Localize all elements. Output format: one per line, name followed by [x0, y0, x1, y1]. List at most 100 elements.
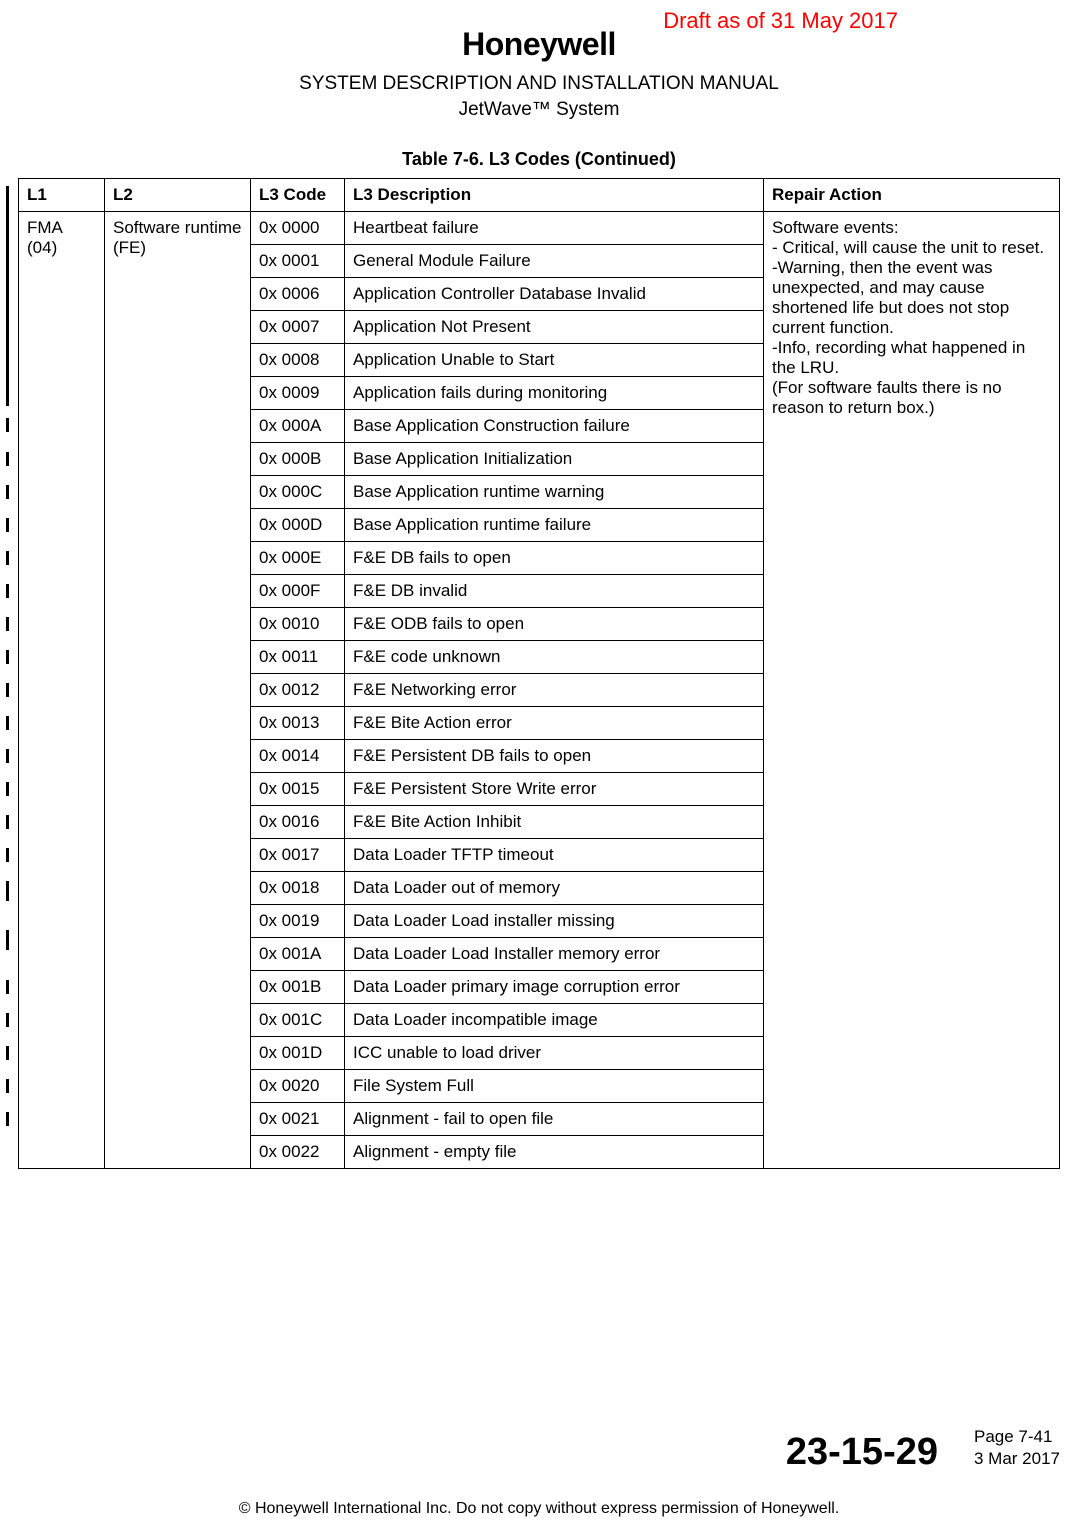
- col-l2: L2: [105, 179, 251, 212]
- cell-repair-action: Software events: - Critical, will cause …: [764, 212, 1060, 1169]
- cell-l3code: 0x 0022: [251, 1136, 345, 1169]
- col-l3code: L3 Code: [251, 179, 345, 212]
- cell-l3code: 0x 0018: [251, 872, 345, 905]
- cell-l3desc: F&E Bite Action Inhibit: [345, 806, 764, 839]
- table-caption: Table 7-6. L3 Codes (Continued): [18, 149, 1060, 170]
- cell-l3code: 0x 0017: [251, 839, 345, 872]
- cell-l3code: 0x 0010: [251, 608, 345, 641]
- cell-l3code: 0x 000E: [251, 542, 345, 575]
- cell-l3code: 0x 0021: [251, 1103, 345, 1136]
- draft-label: Draft as of 31 May 2017: [663, 8, 898, 34]
- col-repair: Repair Action: [764, 179, 1060, 212]
- cell-l3code: 0x 0016: [251, 806, 345, 839]
- revision-bar: [6, 584, 9, 598]
- cell-l3desc: Base Application runtime failure: [345, 509, 764, 542]
- revision-bar: [6, 782, 9, 796]
- page-number: Page 7-41: [974, 1426, 1060, 1448]
- cell-l3desc: File System Full: [345, 1070, 764, 1103]
- revision-bar: [6, 485, 9, 499]
- cell-l3code: 0x 0020: [251, 1070, 345, 1103]
- cell-l3desc: Data Loader TFTP timeout: [345, 839, 764, 872]
- cell-l1: FMA (04): [19, 212, 105, 1169]
- revision-bar: [6, 716, 9, 730]
- cell-l3code: 0x 000F: [251, 575, 345, 608]
- cell-l3code: 0x 001A: [251, 938, 345, 971]
- document-number: 23-15-29: [786, 1431, 938, 1474]
- cell-l3code: 0x 000A: [251, 410, 345, 443]
- revision-bar: [6, 815, 9, 829]
- cell-l3desc: Application Controller Database Invalid: [345, 278, 764, 311]
- cell-l3desc: Data Loader incompatible image: [345, 1004, 764, 1037]
- revision-bars: [6, 0, 12, 1538]
- cell-l3desc: Application fails during monitoring: [345, 377, 764, 410]
- cell-l3desc: Base Application runtime warning: [345, 476, 764, 509]
- cell-l3desc: Data Loader Load installer missing: [345, 905, 764, 938]
- codes-table: L1 L2 L3 Code L3 Description Repair Acti…: [18, 178, 1060, 1169]
- revision-bar: [6, 617, 9, 631]
- copyright: © Honeywell International Inc. Do not co…: [18, 1500, 1060, 1518]
- revision-bar: [6, 980, 9, 994]
- cell-l3code: 0x 0012: [251, 674, 345, 707]
- cell-l3desc: F&E ODB fails to open: [345, 608, 764, 641]
- revision-bar: [6, 418, 9, 432]
- revision-bar: [6, 452, 9, 466]
- cell-l3desc: Application Not Present: [345, 311, 764, 344]
- cell-l3code: 0x 0007: [251, 311, 345, 344]
- cell-l3code: 0x 0014: [251, 740, 345, 773]
- cell-l3code: 0x 000B: [251, 443, 345, 476]
- revision-bar: [6, 1112, 9, 1126]
- col-l3desc: L3 Description: [345, 179, 764, 212]
- cell-l3desc: Data Loader Load Installer memory error: [345, 938, 764, 971]
- cell-l3code: 0x 0019: [251, 905, 345, 938]
- cell-l3desc: F&E Persistent DB fails to open: [345, 740, 764, 773]
- cell-l2: Software runtime (FE): [105, 212, 251, 1169]
- cell-l3code: 0x 001B: [251, 971, 345, 1004]
- cell-l3code: 0x 0000: [251, 212, 345, 245]
- table-body: FMA (04)Software runtime (FE)0x 0000Hear…: [19, 212, 1060, 1169]
- cell-l3desc: General Module Failure: [345, 245, 764, 278]
- cell-l3desc: F&E Persistent Store Write error: [345, 773, 764, 806]
- cell-l3code: 0x 001C: [251, 1004, 345, 1037]
- cell-l3code: 0x 0011: [251, 641, 345, 674]
- cell-l3code: 0x 000C: [251, 476, 345, 509]
- revision-bar: [6, 551, 9, 565]
- revision-bar: [6, 186, 9, 406]
- revision-bar: [6, 881, 9, 901]
- cell-l3desc: ICC unable to load driver: [345, 1037, 764, 1070]
- cell-l3code: 0x 0015: [251, 773, 345, 806]
- cell-l3desc: F&E DB fails to open: [345, 542, 764, 575]
- brand-logo-text: Honeywell: [18, 26, 1060, 63]
- cell-l3desc: Data Loader primary image corruption err…: [345, 971, 764, 1004]
- cell-l3code: 0x 0008: [251, 344, 345, 377]
- revision-bar: [6, 683, 9, 697]
- system-name: JetWave™ System: [18, 99, 1060, 121]
- cell-l3desc: Application Unable to Start: [345, 344, 764, 377]
- revision-bar: [6, 1079, 9, 1093]
- revision-bar: [6, 518, 9, 532]
- page-footer: 23-15-29 Page 7-41 3 Mar 2017 © Honeywel…: [18, 1426, 1060, 1518]
- cell-l3desc: Base Application Construction failure: [345, 410, 764, 443]
- manual-title: SYSTEM DESCRIPTION AND INSTALLATION MANU…: [18, 73, 1060, 95]
- cell-l3code: 0x 0006: [251, 278, 345, 311]
- cell-l3code: 0x 0013: [251, 707, 345, 740]
- revision-bar: [6, 749, 9, 763]
- cell-l3desc: Heartbeat failure: [345, 212, 764, 245]
- cell-l3desc: Alignment - empty file: [345, 1136, 764, 1169]
- cell-l3desc: Data Loader out of memory: [345, 872, 764, 905]
- table-header-row: L1 L2 L3 Code L3 Description Repair Acti…: [19, 179, 1060, 212]
- table-row: FMA (04)Software runtime (FE)0x 0000Hear…: [19, 212, 1060, 245]
- cell-l3code: 0x 001D: [251, 1037, 345, 1070]
- cell-l3desc: F&E DB invalid: [345, 575, 764, 608]
- cell-l3desc: F&E Networking error: [345, 674, 764, 707]
- revision-bar: [6, 848, 9, 862]
- revision-bar: [6, 1046, 9, 1060]
- page-date: 3 Mar 2017: [974, 1448, 1060, 1470]
- revision-bar: [6, 1013, 9, 1027]
- cell-l3desc: Base Application Initialization: [345, 443, 764, 476]
- page: Draft as of 31 May 2017 Honeywell SYSTEM…: [0, 0, 1078, 1538]
- revision-bar: [6, 650, 9, 664]
- cell-l3desc: F&E Bite Action error: [345, 707, 764, 740]
- cell-l3code: 0x 0001: [251, 245, 345, 278]
- revision-bar: [6, 930, 9, 950]
- cell-l3desc: Alignment - fail to open file: [345, 1103, 764, 1136]
